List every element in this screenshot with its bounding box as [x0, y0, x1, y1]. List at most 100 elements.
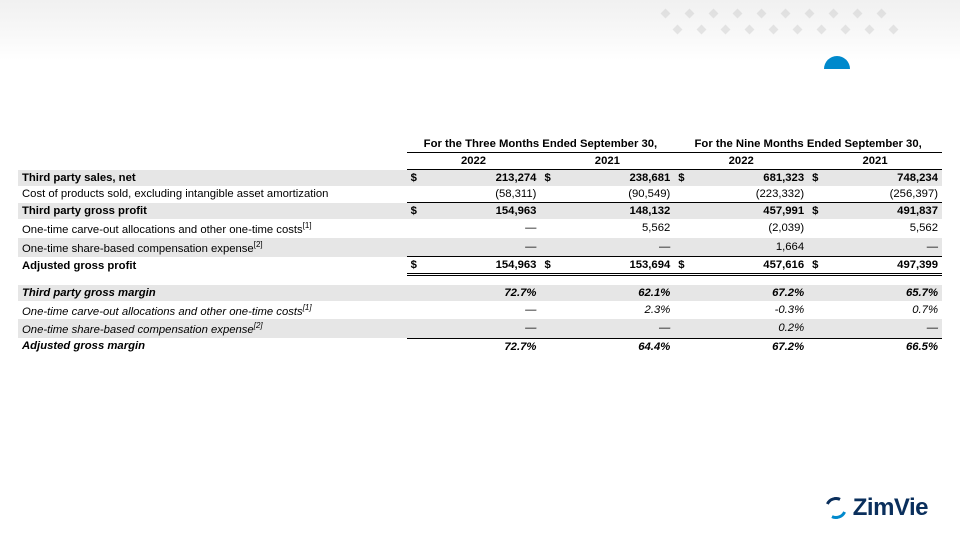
brand-logo: ZimVie	[825, 494, 928, 522]
currency-symbol: $	[674, 257, 689, 275]
currency-symbol	[407, 219, 422, 238]
cell-value: —	[422, 319, 541, 338]
cell-value: 72.7%	[422, 338, 541, 355]
currency-symbol	[674, 203, 689, 220]
currency-symbol	[407, 338, 422, 355]
page-canvas: For the Three Months Ended September 30,…	[0, 0, 960, 540]
currency-symbol	[674, 285, 689, 301]
currency-symbol: $	[407, 257, 422, 275]
currency-symbol	[674, 301, 689, 320]
currency-symbol	[540, 203, 555, 220]
table-row: Third party gross margin 72.7% 62.1% 67.2% 6…	[18, 285, 942, 301]
currency-symbol	[407, 319, 422, 338]
row-label: Third party gross margin	[18, 285, 407, 301]
cell-value: (2,039)	[689, 219, 808, 238]
currency-symbol	[808, 219, 823, 238]
cell-value: 148,132	[556, 203, 675, 220]
currency-symbol	[808, 301, 823, 320]
currency-symbol: $	[808, 257, 823, 275]
cell-value: 2.3%	[556, 301, 675, 320]
currency-symbol: $	[407, 203, 422, 220]
row-label: One-time carve-out allocations and other…	[18, 219, 407, 238]
currency-symbol	[407, 238, 422, 257]
currency-symbol	[540, 219, 555, 238]
cell-value: —	[422, 219, 541, 238]
cell-value: 457,991	[689, 203, 808, 220]
currency-symbol	[540, 301, 555, 320]
cell-value: 154,963	[422, 257, 541, 275]
header-nine-months: For the Nine Months Ended September 30,	[674, 136, 942, 153]
currency-symbol	[407, 186, 422, 203]
cell-value: 153,694	[556, 257, 675, 275]
header-year-2022: 2022	[407, 153, 541, 170]
currency-symbol: $	[540, 170, 555, 187]
currency-symbol: $	[808, 203, 823, 220]
table-row: One-time share-based compensation expens…	[18, 238, 942, 257]
currency-symbol	[407, 301, 422, 320]
currency-symbol	[808, 186, 823, 203]
cell-value: 238,681	[556, 170, 675, 187]
table-row: Third party sales, net$213,274$238,681$6…	[18, 170, 942, 187]
cell-value: 62.1%	[556, 285, 675, 301]
row-label: Adjusted gross profit	[18, 257, 407, 275]
table-row: Adjusted gross profit$154,963$153,694$45…	[18, 257, 942, 275]
table-row: One-time share-based compensation expens…	[18, 319, 942, 338]
row-label: One-time share-based compensation expens…	[18, 319, 407, 338]
cell-value: (90,549)	[556, 186, 675, 203]
cell-value: 5,562	[556, 219, 675, 238]
cell-value: 213,274	[422, 170, 541, 187]
header-year-2022: 2022	[674, 153, 808, 170]
currency-symbol	[540, 285, 555, 301]
cell-value: —	[556, 238, 675, 257]
cell-value: -0.3%	[689, 301, 808, 320]
currency-symbol	[808, 238, 823, 257]
cell-value: 67.2%	[689, 285, 808, 301]
currency-symbol	[808, 319, 823, 338]
currency-symbol	[808, 338, 823, 355]
row-label: One-time share-based compensation expens…	[18, 238, 407, 257]
cell-value: 748,234	[823, 170, 942, 187]
cell-value: 72.7%	[422, 285, 541, 301]
cell-value: 457,616	[689, 257, 808, 275]
cell-value: 497,399	[823, 257, 942, 275]
row-label: Cost of products sold, excluding intangi…	[18, 186, 407, 203]
cell-value: 0.2%	[689, 319, 808, 338]
cell-value: 681,323	[689, 170, 808, 187]
header-year-2021: 2021	[540, 153, 674, 170]
table-row: One-time carve-out allocations and other…	[18, 301, 942, 320]
currency-symbol	[674, 219, 689, 238]
row-label: Third party gross profit	[18, 203, 407, 220]
cell-value: 1,664	[689, 238, 808, 257]
cell-value: 65.7%	[823, 285, 942, 301]
currency-symbol	[540, 338, 555, 355]
cell-value: —	[556, 319, 675, 338]
cell-value: —	[823, 319, 942, 338]
cell-value: (256,397)	[823, 186, 942, 203]
cell-value: 154,963	[422, 203, 541, 220]
table-row: Cost of products sold, excluding intangi…	[18, 186, 942, 203]
table-row: One-time carve-out allocations and other…	[18, 219, 942, 238]
cell-value: (223,332)	[689, 186, 808, 203]
table-row: Third party gross profit$154,963148,1324…	[18, 203, 942, 220]
currency-symbol: $	[808, 170, 823, 187]
row-label: One-time carve-out allocations and other…	[18, 301, 407, 320]
cell-value: —	[422, 301, 541, 320]
cell-value: —	[823, 238, 942, 257]
header-three-months: For the Three Months Ended September 30,	[407, 136, 675, 153]
currency-symbol	[540, 319, 555, 338]
decorative-dot-grid	[652, 4, 912, 52]
table-row: Adjusted gross margin72.7%64.4%67.2%66.5…	[18, 338, 942, 355]
cell-value: 491,837	[823, 203, 942, 220]
currency-symbol	[407, 285, 422, 301]
currency-symbol	[540, 238, 555, 257]
currency-symbol	[674, 338, 689, 355]
logo-mark-icon	[825, 497, 847, 519]
currency-symbol: $	[540, 257, 555, 275]
row-label: Adjusted gross margin	[18, 338, 407, 355]
currency-symbol	[808, 285, 823, 301]
currency-symbol: $	[674, 170, 689, 187]
cell-value: 64.4%	[556, 338, 675, 355]
cell-value: 66.5%	[823, 338, 942, 355]
currency-symbol	[540, 186, 555, 203]
currency-symbol	[674, 238, 689, 257]
